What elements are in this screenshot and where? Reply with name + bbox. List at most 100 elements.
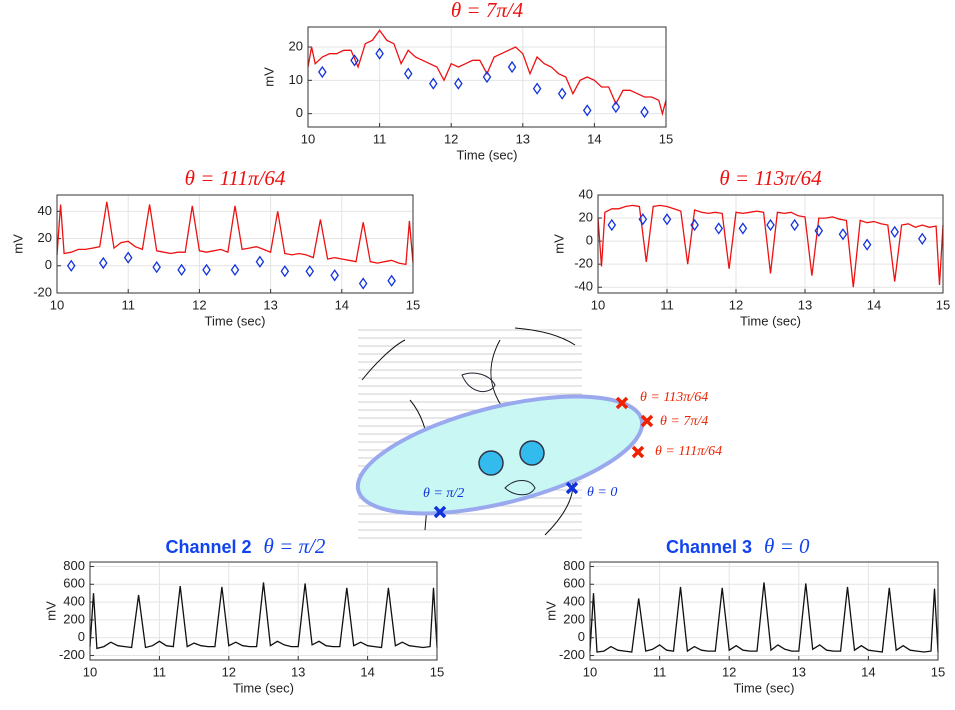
x-tick-label: 11 bbox=[660, 297, 674, 312]
signal-line bbox=[307, 29, 667, 117]
x-axis-label: Time (sec) bbox=[740, 313, 801, 328]
diamond-marker bbox=[607, 218, 617, 232]
diamond-marker bbox=[330, 269, 339, 282]
axes-frame bbox=[589, 561, 939, 661]
position-label: θ = 7π/4 bbox=[660, 414, 708, 429]
diamond-marker bbox=[582, 104, 592, 117]
x-tick-label: 13 bbox=[792, 664, 806, 679]
sketch bbox=[361, 339, 406, 381]
x-tick-label: 13 bbox=[263, 297, 277, 312]
position-marker bbox=[433, 505, 447, 519]
y-tick-label: 40 bbox=[38, 203, 52, 218]
y-tick-label: 600 bbox=[63, 576, 85, 591]
diamond-marker bbox=[838, 228, 848, 241]
x-tick-label: 14 bbox=[861, 664, 875, 679]
diamond-marker bbox=[123, 251, 133, 264]
chart-title: θ = 7π/4 bbox=[451, 0, 524, 22]
diamond-marker bbox=[638, 213, 648, 226]
chart-title: θ = 113π/64 bbox=[719, 166, 822, 190]
y-tick-label: 400 bbox=[63, 594, 85, 609]
x-tick-label: 10 bbox=[583, 664, 597, 679]
plot-area bbox=[590, 562, 938, 660]
x-tick-label: 13 bbox=[291, 664, 305, 679]
diamond-marker bbox=[640, 105, 649, 119]
torso-diagram bbox=[355, 327, 645, 539]
x-tick-label: 11 bbox=[653, 664, 667, 679]
y-tick-label: -20 bbox=[574, 256, 593, 271]
y-tick-label: -200 bbox=[59, 647, 85, 662]
y-tick-label: 0 bbox=[578, 629, 585, 644]
x-tick-label: 13 bbox=[798, 297, 812, 312]
y-tick-label: 600 bbox=[563, 576, 585, 591]
diamond-marker bbox=[230, 263, 240, 276]
x-tick-label: 10 bbox=[83, 664, 97, 679]
x-axis-label: Time (sec) bbox=[734, 680, 795, 695]
x-tick-label: 11 bbox=[373, 131, 387, 146]
diamond-marker bbox=[358, 277, 368, 290]
x-tick-label: 12 bbox=[222, 664, 236, 679]
x-tick-label: 11 bbox=[153, 664, 167, 679]
diamond-marker bbox=[738, 222, 748, 235]
x-tick-label: 12 bbox=[444, 131, 458, 146]
x-tick-label: 12 bbox=[729, 297, 743, 312]
diamond-marker bbox=[557, 87, 567, 100]
y-axis-label: mV bbox=[551, 234, 566, 254]
x-tick-label: 12 bbox=[192, 297, 206, 312]
y-axis-label: mV bbox=[543, 601, 558, 621]
x-tick-label: 10 bbox=[50, 297, 64, 312]
diamond-marker bbox=[255, 255, 265, 268]
plot-area bbox=[90, 562, 437, 660]
x-tick-label: 15 bbox=[936, 297, 950, 312]
y-tick-label: 40 bbox=[579, 186, 593, 201]
electrode bbox=[519, 440, 545, 466]
x-tick-label: 12 bbox=[722, 664, 736, 679]
y-tick-label: -20 bbox=[33, 284, 52, 299]
y-tick-label: -40 bbox=[574, 279, 593, 294]
diamond-marker bbox=[98, 256, 108, 270]
diamond-marker bbox=[890, 225, 899, 239]
chart-subtitle: θ = 0 bbox=[764, 534, 810, 558]
axes-frame bbox=[56, 194, 414, 294]
electrode bbox=[478, 450, 504, 476]
diamond-marker bbox=[714, 222, 724, 235]
x-tick-label: 15 bbox=[931, 664, 945, 679]
diamond-marker bbox=[662, 213, 672, 226]
diamond-marker bbox=[918, 232, 927, 245]
diamond-marker bbox=[318, 65, 327, 79]
x-tick-label: 10 bbox=[301, 131, 315, 146]
signal-line bbox=[597, 204, 944, 288]
position-label: θ = π/2 bbox=[423, 486, 464, 501]
diamond-marker bbox=[862, 238, 872, 251]
diamond-marker bbox=[375, 47, 384, 60]
axes-frame bbox=[89, 561, 438, 661]
position-marker bbox=[615, 396, 629, 410]
y-axis-label: mV bbox=[261, 67, 276, 87]
diamond-marker bbox=[152, 261, 161, 274]
x-tick-label: 11 bbox=[121, 297, 135, 312]
x-axis-label: Time (sec) bbox=[457, 147, 518, 162]
chart-subtitle: θ = π/2 bbox=[264, 534, 326, 558]
diamond-marker bbox=[202, 263, 211, 276]
x-tick-label: 10 bbox=[591, 297, 605, 312]
position-label: θ = 111π/64 bbox=[655, 444, 722, 459]
x-tick-label: 15 bbox=[430, 664, 444, 679]
y-tick-label: 10 bbox=[289, 72, 303, 87]
diamond-marker bbox=[387, 274, 396, 287]
axes-frame bbox=[307, 26, 667, 128]
y-axis-label: mV bbox=[43, 601, 58, 621]
diamond-marker bbox=[280, 265, 290, 278]
position-label: θ = 0 bbox=[587, 485, 617, 500]
position-marker bbox=[640, 414, 654, 428]
y-tick-label: 0 bbox=[45, 257, 52, 272]
diamond-marker bbox=[482, 70, 492, 84]
position-marker bbox=[565, 481, 579, 495]
plot-area bbox=[308, 27, 666, 127]
x-tick-label: 14 bbox=[360, 664, 374, 679]
diamond-marker bbox=[690, 218, 699, 232]
y-tick-label: 400 bbox=[563, 594, 585, 609]
signal-line bbox=[89, 582, 438, 650]
diamond-marker bbox=[350, 54, 359, 67]
diamond-marker bbox=[177, 263, 186, 276]
signal-line bbox=[589, 582, 939, 653]
